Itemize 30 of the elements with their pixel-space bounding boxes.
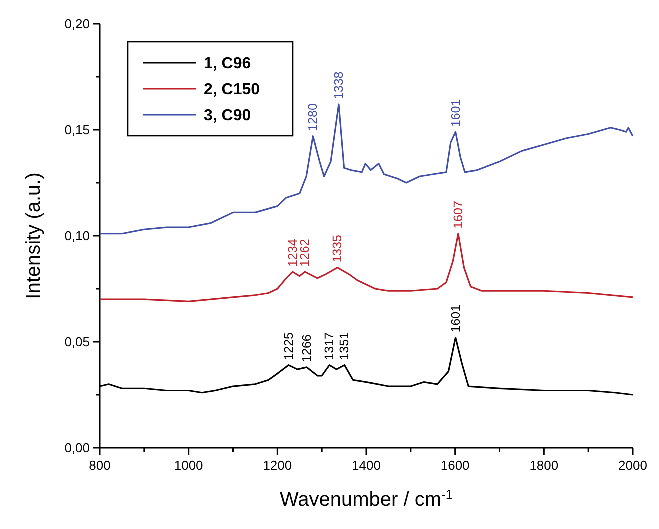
annotation: 1280 [306,104,320,132]
x-tick-label: 1400 [352,458,381,473]
annotation: 1317 [322,332,337,360]
x-tick-label: 800 [89,458,111,473]
annotation: 1234 [286,239,300,268]
line-series [99,233,634,303]
y-tick-label: 0,05 [64,334,90,350]
y-axis-title: Intensity (a.u.) [23,172,45,300]
x-tick-label: 1600 [440,458,470,473]
x-tick-label: 1200 [263,458,292,473]
annotation: 1335 [330,234,345,263]
y-tick-label: 0,10 [64,228,90,244]
legend-label: 3, C90 [204,108,252,125]
legend-label: 1, C96 [204,56,252,73]
x-tick-label: 1800 [530,458,559,473]
annotation: 1262 [298,239,312,268]
x-tick-label: 1000 [174,458,204,473]
x-tick-label: 2000 [618,458,648,473]
annotation: 1601 [448,304,463,333]
annotation: 1266 [300,334,314,362]
y-tick-label: 0,20 [64,16,90,32]
y-tick-label: 0,00 [64,440,90,456]
annotation: 1351 [338,332,352,360]
annotation: 1601 [448,99,463,128]
annotation: 1338 [332,72,346,100]
y-tick-label: 0,15 [64,122,90,138]
annotation: 1225 [282,332,296,360]
annotation: 1607 [451,201,466,229]
x-axis-title: Wavenumber / cm$^{-1}$ [280,486,454,511]
legend-label: 2, C150 [204,82,260,99]
